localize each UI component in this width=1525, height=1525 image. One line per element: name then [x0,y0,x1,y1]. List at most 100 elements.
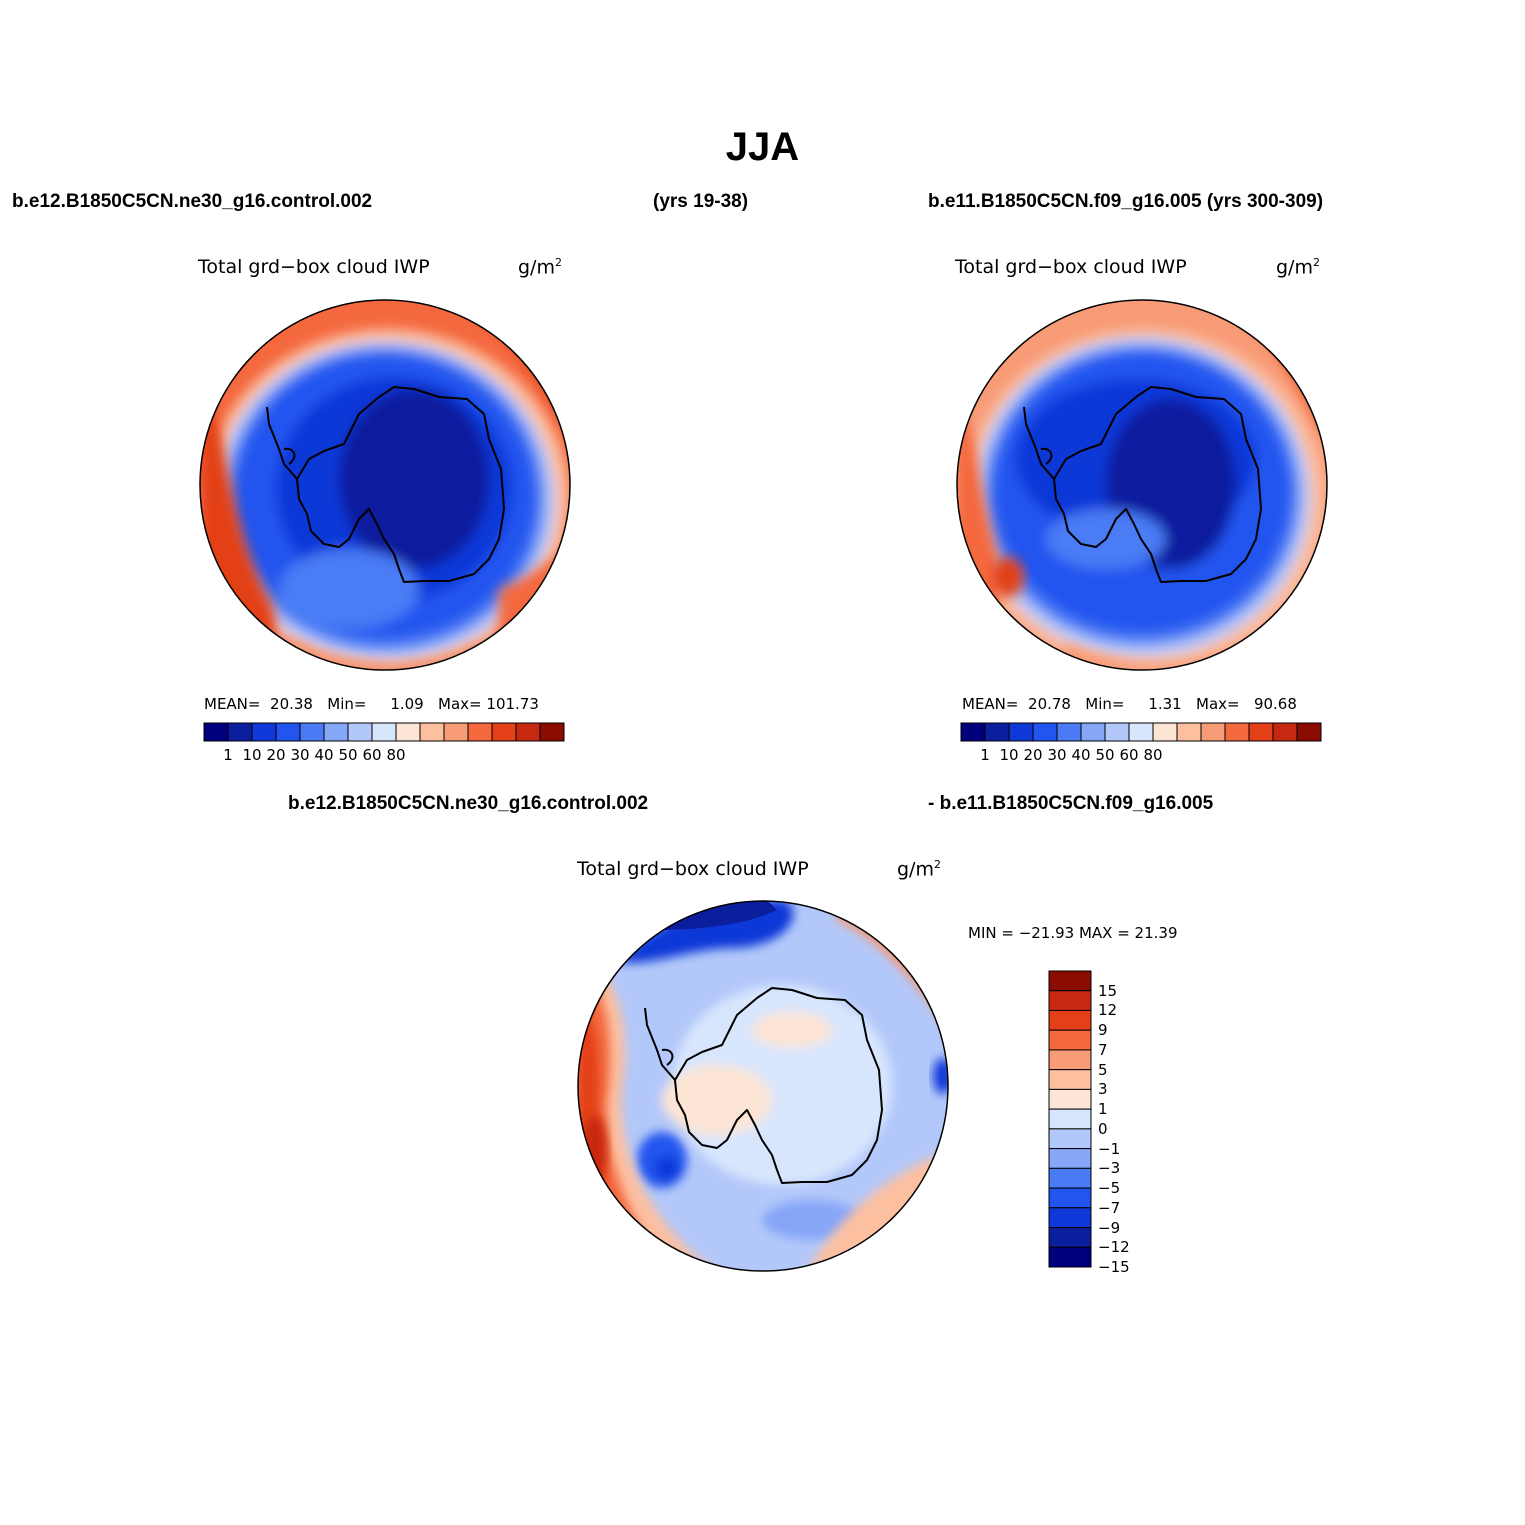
left-colorbar-swatch [371,722,397,742]
right-colorbar-swatch [1176,722,1202,742]
right-units: g/m2 [1276,256,1320,279]
left-field-title: Total grd−box cloud IWP [198,256,430,278]
diff-colorbar-labels: 15 12 9 7 5 3 1 0 −1 −3 −5 −7 −9 −12 −15 [1098,970,1158,1276]
run-label-left: b.e12.B1850C5CN.ne30_g16.control.002 [12,191,373,212]
diff-colorbar-tick-label: −15 [1098,1258,1130,1276]
right-colorbar-tick-label: 60 [1119,746,1139,764]
right-colorbar-swatch [1104,722,1130,742]
left-polar-map [199,299,571,671]
left-colorbar-swatch [467,722,493,742]
left-colorbar-swatch [227,722,253,742]
years-label-left: (yrs 19-38) [653,191,749,212]
left-colorbar-tick-label: 20 [266,746,286,764]
right-colorbar-swatch [1056,722,1082,742]
diff-colorbar-swatch [1048,1227,1092,1248]
right-colorbar-tick-label: 40 [1071,746,1091,764]
right-colorbar-swatch [1296,722,1322,742]
diff-colorbar-tick-label: 0 [1098,1119,1108,1138]
left-colorbar-swatch [299,722,325,742]
diff-colorbar-tick-label: 1 [1098,1100,1108,1119]
left-colorbar-swatch [251,722,277,742]
diff-colorbar-swatch [1048,1088,1092,1110]
diff-minmax: MIN = −21.93 MAX = 21.39 [968,924,1178,942]
right-colorbar-swatch [1272,722,1298,742]
diff-colorbar [1048,970,1092,1268]
diff-colorbar-swatch [1048,970,1092,992]
diff-colorbar-tick-label: 9 [1098,1021,1108,1040]
diff-colorbar-swatch [1048,990,1092,1011]
left-colorbar-swatch [419,722,445,742]
right-colorbar-swatch [1008,722,1034,742]
left-colorbar-swatch [395,722,421,742]
right-colorbar-tick-label: 20 [1023,746,1043,764]
right-colorbar-swatch [1080,722,1106,742]
left-colorbar-swatch [203,722,229,742]
right-colorbar-tick-label: 10 [999,746,1019,764]
right-colorbar-swatch [984,722,1010,742]
left-units: g/m2 [518,256,562,279]
right-colorbar-swatch [1248,722,1274,742]
left-colorbar-swatch [443,722,469,742]
diff-colorbar-swatch [1048,1187,1092,1209]
left-colorbar-swatch [491,722,517,742]
left-colorbar-swatch [539,722,565,742]
diff-colorbar-tick-label: 15 [1098,981,1118,1000]
page-title: JJA [725,125,800,169]
right-field-title: Total grd−box cloud IWP [955,256,1187,278]
left-colorbar-tick-label: 30 [290,746,310,764]
diff-colorbar-swatch [1048,1246,1092,1268]
right-colorbar-swatch [1224,722,1250,742]
diff-colorbar-swatch [1048,1009,1092,1031]
diff-colorbar-tick-label: 12 [1098,1001,1118,1020]
right-colorbar-tick-label: 1 [980,746,990,764]
left-colorbar-swatch [347,722,373,742]
right-colorbar-swatch [1200,722,1226,742]
left-colorbar-tick-label: 1 [223,746,233,764]
left-colorbar-tick-label: 50 [338,746,358,764]
right-colorbar-labels: 1 10 20 30 40 50 60 80 [960,746,1322,766]
diff-units: g/m2 [897,858,941,881]
diff-colorbar-tick-label: −3 [1098,1159,1121,1178]
left-colorbar-tick-label: 10 [242,746,262,764]
diff-colorbar-swatch [1048,1049,1092,1071]
left-colorbar-labels: 1 10 20 30 40 50 60 80 [203,746,565,766]
right-colorbar-tick-label: 80 [1143,746,1163,764]
diff-colorbar-swatch [1048,1069,1092,1090]
diff-colorbar-tick-label: −12 [1098,1238,1130,1257]
diff-colorbar-tick-label: −7 [1098,1198,1121,1217]
diff-colorbar-swatch [1048,1148,1092,1169]
diff-colorbar-swatch [1048,1167,1092,1189]
diff-colorbar-tick-label: 7 [1098,1040,1108,1059]
diff-colorbar-tick-label: −5 [1098,1179,1121,1198]
diff-run-label-left: b.e12.B1850C5CN.ne30_g16.control.002 [288,793,649,814]
right-colorbar-tick-label: 50 [1095,746,1115,764]
right-colorbar-swatch [1152,722,1178,742]
left-colorbar-swatch [323,722,349,742]
diff-colorbar-tick-label: −9 [1098,1218,1121,1237]
right-colorbar-swatch [1032,722,1058,742]
diff-colorbar-tick-label: 5 [1098,1060,1108,1079]
diff-colorbar-swatch [1048,1108,1092,1130]
left-stats: MEAN= 20.38 Min= 1.09 Max= 101.73 [204,695,539,713]
run-label-right: b.e11.B1850C5CN.f09_g16.005 (yrs 300-309… [928,191,1324,212]
left-colorbar-swatch [515,722,541,742]
left-colorbar-swatch [275,722,301,742]
right-colorbar [960,722,1322,742]
diff-colorbar-swatch [1048,1029,1092,1051]
right-polar-map [956,299,1328,671]
diff-field-title: Total grd−box cloud IWP [577,858,809,880]
right-colorbar-tick-label: 30 [1047,746,1067,764]
left-colorbar-tick-label: 60 [362,746,382,764]
diff-colorbar-swatch [1048,1207,1092,1229]
left-colorbar [203,722,565,742]
left-colorbar-tick-label: 40 [314,746,334,764]
right-colorbar-swatch [960,722,986,742]
diff-colorbar-tick-label: −1 [1098,1139,1121,1158]
diff-colorbar-swatch [1048,1128,1092,1150]
diff-run-label-right: - b.e11.B1850C5CN.f09_g16.005 [928,793,1214,814]
diff-colorbar-tick-label: 3 [1098,1080,1108,1099]
right-colorbar-swatch [1128,722,1154,742]
right-stats: MEAN= 20.78 Min= 1.31 Max= 90.68 [962,695,1297,713]
diff-polar-map [577,900,949,1272]
left-colorbar-tick-label: 80 [386,746,406,764]
